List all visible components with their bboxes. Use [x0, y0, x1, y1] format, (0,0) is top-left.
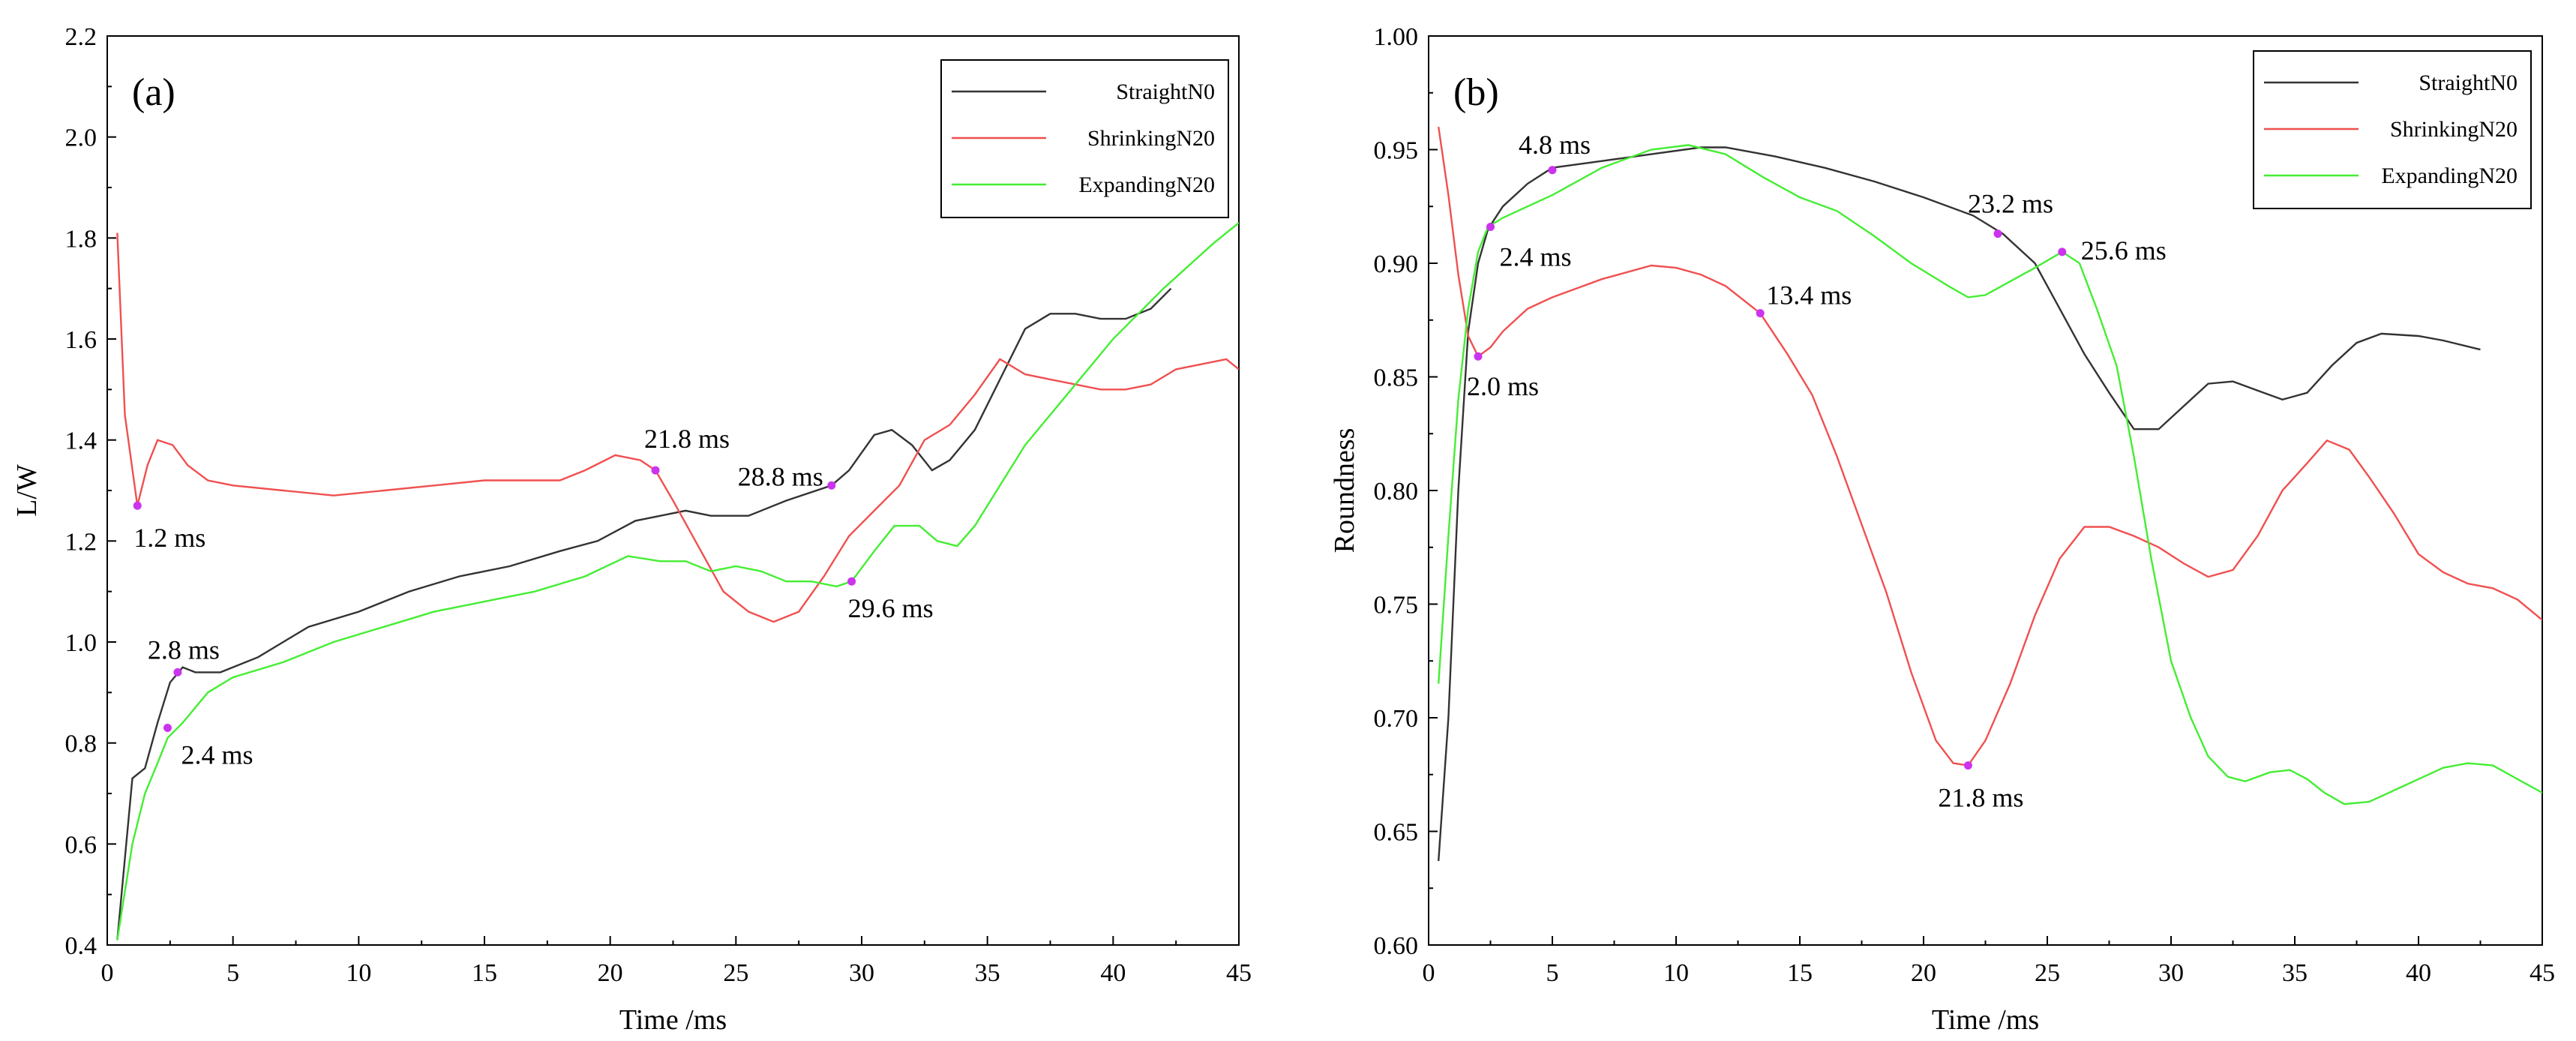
legend: StraightN0 ShrinkingN20 ExpandingN20: [2253, 50, 2532, 209]
x-axis-label: Time /ms: [1932, 1004, 2039, 1036]
annotation-marker: [847, 577, 856, 586]
annotation-label: 21.8 ms: [1938, 783, 2023, 813]
x-tick-label: 35: [975, 959, 1000, 987]
series-line-ShrinkingN20: [1438, 127, 2542, 766]
y-tick-label: 0.95: [1374, 137, 1419, 165]
y-tick-label: 1.2: [65, 528, 97, 556]
panel-label: (a): [132, 71, 175, 114]
series-line-ShrinkingN20: [116, 232, 1239, 623]
y-tick-label: 0.65: [1374, 819, 1419, 847]
annotation-marker: [163, 723, 172, 732]
annotation-label: 2.8 ms: [148, 634, 220, 664]
annotation-label: 29.6 ms: [848, 593, 934, 623]
annotation-marker: [827, 481, 836, 490]
y-tick-label: 1.4: [65, 428, 97, 455]
chart-panel-a: 0 5 10 15 20 25 30 35 40 45 0.4 0.6 0.8 1.0 1.2 1.4 1.6 1…: [11, 23, 1252, 1036]
y-tick-label: 0.70: [1374, 705, 1419, 733]
x-tick-label: 30: [2158, 959, 2184, 987]
y-tick-label: 0.85: [1374, 364, 1419, 392]
annotation-marker: [133, 501, 142, 510]
y-tick-label: 2.0: [65, 124, 97, 152]
chart-panel-b: 0 5 10 15 20 25 30 35 40 45 0.60 0.65 0.70 0.75 0.80 0.…: [1329, 23, 2555, 1036]
x-axis-label: Time /ms: [619, 1004, 727, 1036]
annotation-marker: [1548, 166, 1557, 175]
legend-entry-StraightN0: StraightN0: [1116, 80, 1215, 104]
x-tick-label: 10: [1663, 959, 1689, 987]
series-line-StraightN0: [1438, 146, 2481, 861]
x-tick-label: 30: [849, 959, 874, 987]
y-tick-label: 0.60: [1374, 932, 1419, 960]
annotation-label: 21.8 ms: [644, 424, 730, 454]
annotation-label: 2.0 ms: [1467, 371, 1539, 401]
x-tick-label: 5: [1546, 959, 1559, 987]
y-tick-label: 1.0: [65, 629, 97, 657]
annotation-marker: [651, 466, 660, 475]
y-tick-label: 0.90: [1374, 250, 1419, 278]
x-tick-label: 15: [472, 959, 497, 987]
legend-entry-ExpandingN20: ExpandingN20: [1078, 172, 1215, 197]
x-tick-label: 40: [1100, 959, 1126, 987]
annotation-marker: [2058, 248, 2067, 256]
annotation-marker: [1756, 309, 1765, 318]
annotation-marker: [1993, 230, 2002, 238]
annotation-marker: [1963, 761, 1972, 770]
y-tick-label: 2.2: [65, 23, 97, 51]
series-line-StraightN0: [116, 287, 1172, 940]
y-tick-label: 0.80: [1374, 478, 1419, 506]
annotation-label: 13.4 ms: [1766, 280, 1852, 310]
legend-entry-ShrinkingN20: ShrinkingN20: [1087, 126, 1215, 151]
annotation-marker: [1474, 352, 1483, 361]
x-tick-label: 0: [1423, 959, 1435, 987]
annotation-marker: [1486, 223, 1495, 232]
x-tick-label: 35: [2282, 959, 2308, 987]
x-tick-label: 20: [598, 959, 623, 987]
x-tick-label: 40: [2406, 959, 2431, 987]
y-axis-label: Roundness: [1329, 428, 1360, 554]
y-tick-label: 1.00: [1374, 23, 1419, 51]
y-tick-label: 0.75: [1374, 592, 1419, 620]
panel-label: (b): [1453, 71, 1499, 114]
series-line-ExpandingN20: [1438, 144, 2542, 806]
x-tick-label: 25: [723, 959, 748, 987]
series-line-ExpandingN20: [116, 222, 1239, 940]
legend-entry-ShrinkingN20: ShrinkingN20: [2390, 117, 2518, 142]
annotation-label: 25.6 ms: [2081, 236, 2167, 266]
annotation-label: 23.2 ms: [1968, 189, 2053, 219]
x-tick-label: 20: [1911, 959, 1936, 987]
y-tick-label: 1.6: [65, 326, 97, 354]
legend: StraightN0 ShrinkingN20 ExpandingN20: [940, 59, 1229, 218]
legend-entry-ExpandingN20: ExpandingN20: [2381, 164, 2518, 188]
annotation-label: 28.8 ms: [738, 461, 823, 491]
y-tick-label: 1.8: [65, 225, 97, 253]
annotation-label: 4.8 ms: [1519, 130, 1591, 160]
x-tick-label: 0: [101, 959, 114, 987]
x-tick-label: 15: [1787, 959, 1813, 987]
x-tick-label: 45: [1226, 959, 1252, 987]
legend-entry-StraightN0: StraightN0: [2419, 70, 2518, 95]
annotation-marker: [173, 668, 182, 676]
y-tick-label: 0.6: [65, 831, 97, 859]
y-tick-label: 0.8: [65, 730, 97, 758]
annotation-label: 2.4 ms: [1500, 242, 1572, 272]
y-axis-label: L/W: [11, 464, 43, 517]
x-tick-label: 45: [2530, 959, 2555, 987]
x-tick-label: 10: [346, 959, 371, 987]
y-tick-label: 0.4: [65, 932, 97, 960]
annotation-label: 1.2 ms: [133, 523, 205, 553]
x-tick-label: 5: [226, 959, 239, 987]
annotation-label: 2.4 ms: [181, 740, 253, 770]
x-tick-label: 25: [2035, 959, 2060, 987]
